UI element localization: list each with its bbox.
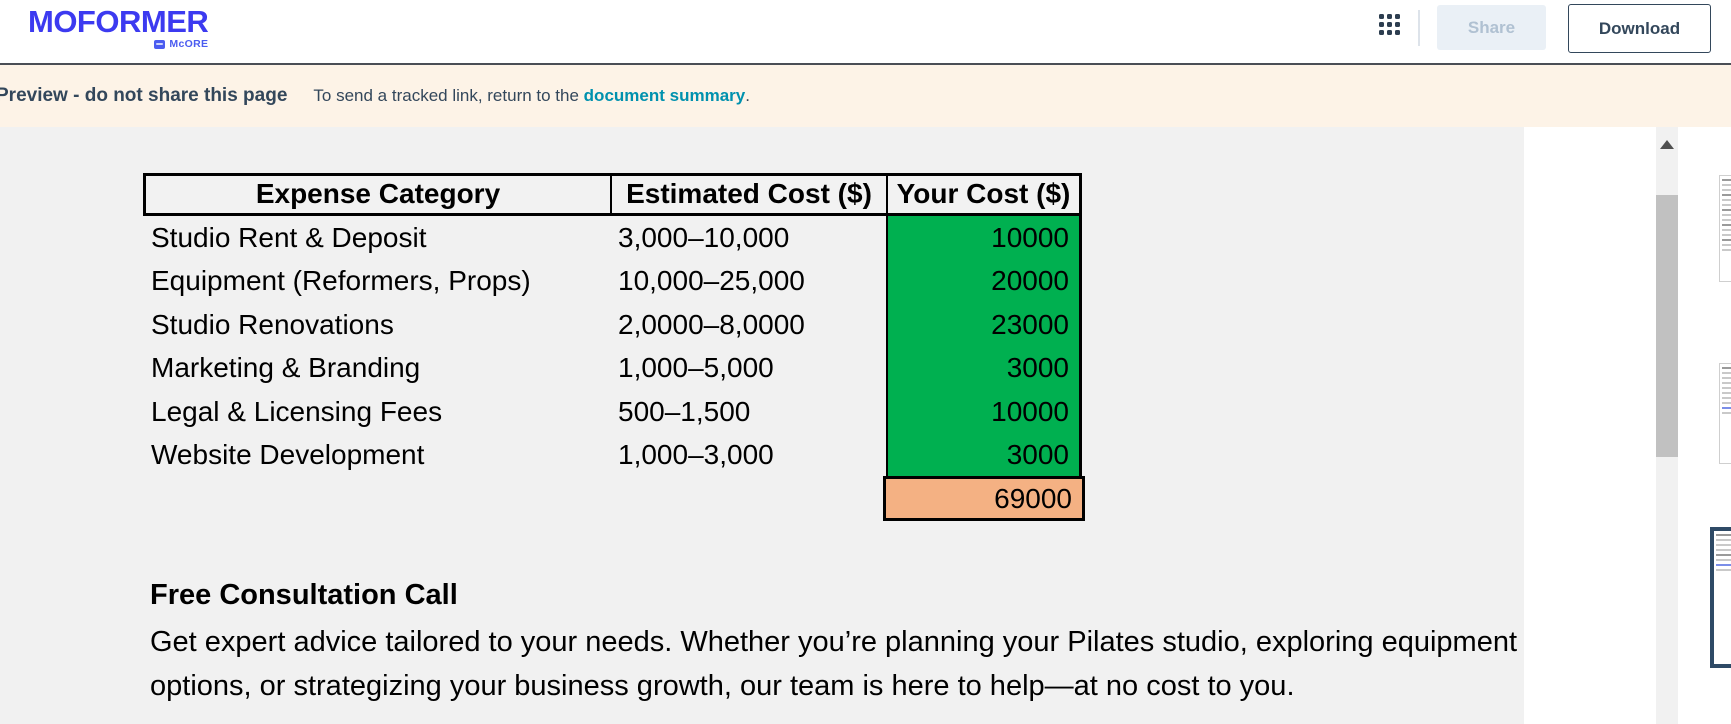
cell-estimated: 1,000–5,000 (618, 352, 774, 384)
table-header-row: Expense Category Estimated Cost ($) Your… (143, 173, 1082, 216)
table-row: Legal & Licensing Fees 500–1,500 10000 (143, 389, 1082, 433)
document-summary-link[interactable]: document summary (583, 86, 746, 105)
preview-warning-text: Preview - do not share this page (0, 85, 288, 106)
banner-info-text: To send a tracked link, return to the (313, 86, 584, 105)
logo-sub: McORE (28, 38, 208, 50)
page-thumbnail-selected[interactable] (1710, 527, 1731, 668)
cell-category: Equipment (Reformers, Props) (151, 265, 531, 297)
cell-your-cost: 23000 (886, 302, 1082, 347)
table-row: Studio Rent & Deposit 3,000–10,000 10000 (143, 216, 1082, 260)
scroll-up-arrow-icon[interactable] (1660, 140, 1674, 149)
banner-info: To send a tracked link, return to the do… (313, 86, 750, 106)
page-thumbnail[interactable] (1719, 363, 1731, 464)
cell-category: Website Development (151, 438, 425, 470)
scrollbar-thumb[interactable] (1656, 195, 1678, 457)
page-thumbnail[interactable] (1719, 175, 1731, 282)
cell-estimated: 2,0000–8,0000 (618, 308, 805, 340)
header-estimated-cost: Estimated Cost ($) (612, 176, 888, 213)
top-header: MOFORMER McORE Share Download (0, 0, 1731, 63)
table-row: Website Development 1,000–3,000 3000 (143, 432, 1082, 477)
cell-estimated: 10,000–25,000 (618, 265, 805, 297)
header-your-cost: Your Cost ($) (896, 178, 1071, 209)
cell-your-cost: 3000 (886, 432, 1082, 477)
table-row: Marketing & Branding 1,000–5,000 3000 (143, 346, 1082, 390)
total-cost-cell: 69000 (883, 476, 1085, 521)
logo: MOFORMER McORE (28, 4, 209, 50)
banner-suffix: . (745, 86, 750, 105)
section-body: Get expert advice tailored to your needs… (150, 626, 1518, 702)
cell-estimated: 500–1,500 (618, 395, 751, 427)
cell-your-cost: 3000 (886, 346, 1082, 390)
cell-category: Studio Rent & Deposit (151, 222, 427, 253)
share-button[interactable]: Share (1437, 5, 1546, 50)
consultation-section: Free Consultation Call Get expert advice… (150, 577, 1522, 708)
cell-your-cost: 10000 (886, 216, 1082, 260)
logo-subtext: McORE (169, 38, 209, 50)
header-expense-category: Expense Category (146, 176, 612, 213)
cell-category: Marketing & Branding (151, 352, 421, 384)
cell-your-cost: 20000 (886, 259, 1082, 303)
document-page: Expense Category Estimated Cost ($) Your… (0, 127, 1524, 724)
table-row: Studio Renovations 2,0000–8,0000 23000 (143, 302, 1082, 347)
cell-category: Legal & Licensing Fees (151, 395, 443, 427)
mcore-icon (154, 39, 166, 49)
download-button[interactable]: Download (1568, 4, 1711, 53)
cell-estimated: 3,000–10,000 (618, 222, 790, 253)
apps-grid-icon[interactable] (1379, 14, 1400, 35)
cell-category: Studio Renovations (151, 308, 394, 340)
table-row: Equipment (Reformers, Props) 10,000–25,0… (143, 259, 1082, 303)
preview-banner: Preview - do not share this page To send… (0, 63, 1731, 127)
expense-table: Expense Category Estimated Cost ($) Your… (143, 173, 1085, 521)
header-divider (1418, 10, 1420, 46)
logo-text: MOFORMER (28, 4, 209, 39)
cell-estimated: 1,000–3,000 (618, 438, 774, 470)
cell-your-cost: 10000 (886, 389, 1082, 433)
section-heading: Free Consultation Call (150, 579, 458, 611)
